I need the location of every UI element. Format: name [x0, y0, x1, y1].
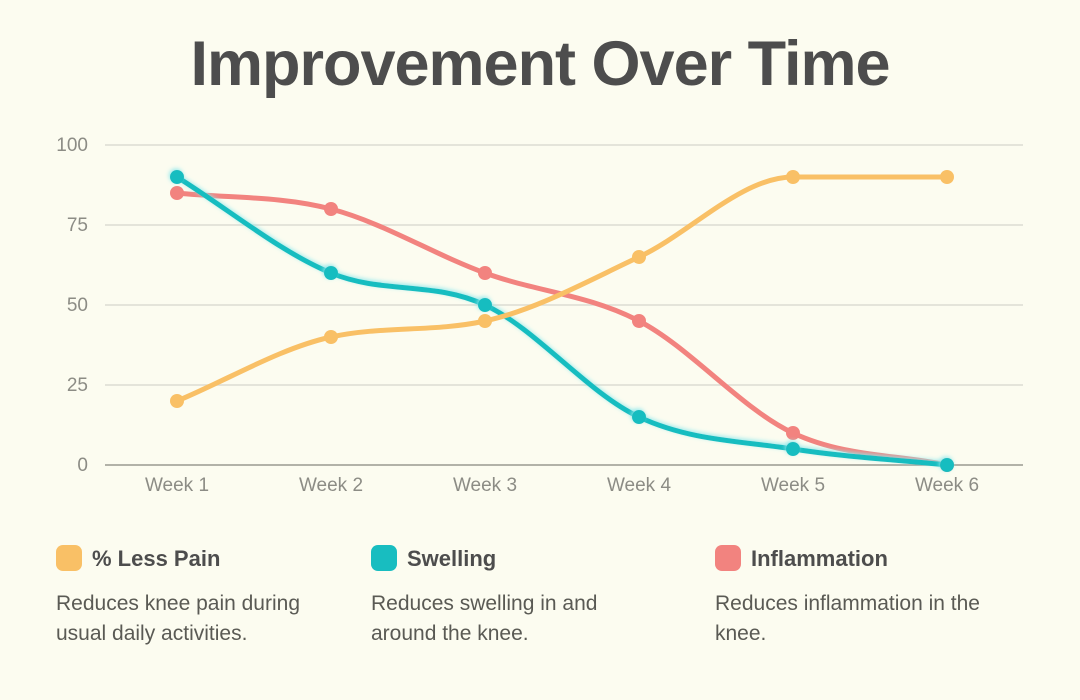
svg-text:Week 3: Week 3 — [453, 475, 517, 496]
svg-text:Week 6: Week 6 — [915, 475, 979, 496]
svg-text:Week 5: Week 5 — [761, 475, 825, 496]
svg-text:Week 4: Week 4 — [607, 475, 672, 496]
svg-text:Week 2: Week 2 — [299, 475, 363, 496]
svg-text:25: 25 — [67, 375, 88, 396]
svg-text:50: 50 — [67, 295, 88, 316]
svg-text:0: 0 — [77, 455, 88, 476]
svg-text:100: 100 — [56, 135, 88, 156]
svg-text:Week 1: Week 1 — [145, 475, 209, 496]
svg-text:75: 75 — [67, 215, 88, 236]
